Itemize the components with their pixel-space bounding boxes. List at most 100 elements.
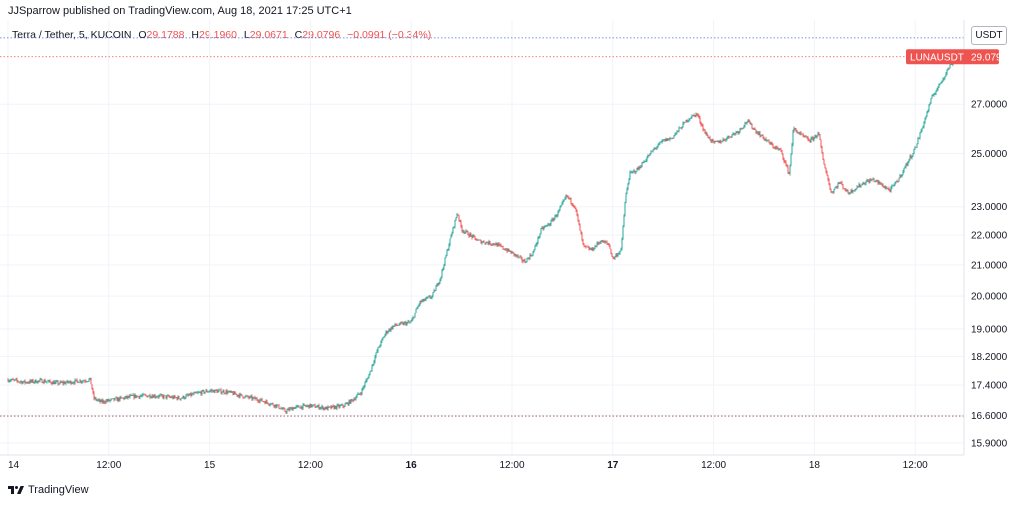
candle-body (374, 356, 376, 362)
candle-body (618, 253, 620, 255)
price-tick-label: 21.0000 (971, 260, 1008, 271)
candle-body (589, 248, 591, 250)
candle-body (367, 378, 369, 379)
candle-body (10, 379, 12, 381)
candle-body (690, 118, 692, 119)
candle-body (7, 379, 9, 382)
candle-body (580, 230, 582, 234)
candle-body (411, 319, 413, 322)
candle-body (224, 393, 226, 394)
candle-body (598, 242, 600, 244)
candle-body (109, 400, 111, 401)
candle-body (487, 242, 489, 244)
candle-body (25, 382, 27, 383)
candle-body (658, 142, 660, 146)
candle-body (326, 406, 328, 410)
candle-body (722, 139, 724, 142)
candle-body (166, 395, 168, 399)
candle-body (463, 231, 465, 233)
candle-body (281, 408, 283, 410)
candle-body (106, 400, 108, 402)
candle-body (810, 138, 812, 142)
candle-body (851, 189, 853, 193)
currency-selector-button[interactable]: USDT (971, 26, 1007, 45)
candle-body (51, 383, 53, 385)
candle-body (582, 239, 584, 244)
candle-body (626, 188, 628, 195)
candle-body (57, 381, 59, 385)
candle-body (135, 394, 137, 398)
candle-body (141, 395, 143, 397)
candle-body (89, 377, 91, 380)
candle-body (614, 256, 616, 259)
candle-body (199, 392, 201, 393)
candle-body (946, 69, 948, 74)
candle-body (579, 224, 581, 231)
candle-body (478, 239, 480, 241)
candle-body (176, 397, 178, 400)
candle-body (696, 113, 698, 115)
candle-body (233, 391, 235, 395)
candle-body (820, 139, 822, 148)
candle-body (309, 403, 311, 408)
candle-body (108, 399, 110, 401)
candle-body (351, 399, 353, 400)
candle-body (852, 190, 854, 193)
candle-body (902, 171, 904, 175)
candle-body (117, 397, 119, 401)
candle-body (824, 164, 826, 169)
candle-body (413, 317, 415, 318)
candle-body (134, 394, 136, 398)
candle-body (264, 401, 266, 404)
candle-body (606, 242, 608, 244)
candle-body (498, 243, 500, 245)
candle-body (666, 138, 668, 141)
candle-body (220, 389, 222, 394)
candle-body (674, 134, 676, 136)
candle-body (371, 365, 373, 371)
candle-body (304, 404, 306, 406)
price-chart[interactable]: 27.0000 25.0000 23.0000 22.0000 21.0000 20.00… (0, 20, 1024, 480)
candle-body (659, 142, 661, 143)
candle-body (523, 260, 525, 262)
candle-body (500, 245, 502, 247)
candle-body (542, 227, 544, 229)
candle-body (630, 172, 632, 173)
candle-body (297, 405, 299, 407)
candle-body (672, 137, 674, 139)
candle-body (218, 390, 220, 391)
candle-body (258, 401, 260, 402)
candle-body (300, 406, 302, 409)
candle-body (947, 69, 949, 70)
candle-body (227, 391, 229, 394)
candle-body (791, 144, 793, 155)
candle-body (440, 276, 442, 280)
candle-body (698, 116, 700, 118)
candle-body (876, 180, 878, 181)
candle-body (573, 206, 575, 207)
candle-body (764, 138, 766, 140)
candle-body (446, 250, 448, 256)
candle-body (99, 399, 101, 402)
candle-body (499, 244, 501, 246)
time-axis[interactable]: 14 12:00 15 12:00 16 12:00 17 12:00 18 12:00 (8, 460, 928, 471)
candle-body (341, 404, 343, 406)
candle-body (145, 394, 147, 396)
candle-body (527, 258, 529, 259)
candle-body (590, 248, 592, 250)
candle-body (19, 381, 21, 383)
candle-body (173, 395, 175, 399)
candle-body (673, 135, 675, 138)
candle-body (105, 400, 107, 403)
candle-body (657, 145, 659, 147)
candle-body (677, 130, 679, 132)
candle-body (798, 132, 800, 134)
candle-body (561, 202, 563, 206)
candle-body (825, 168, 827, 172)
candle-body (806, 136, 808, 138)
candle-body (846, 189, 848, 192)
candle-body (887, 188, 889, 189)
candle-body (472, 235, 474, 238)
candle-body (34, 379, 36, 383)
price-axis[interactable]: 27.0000 25.0000 23.0000 22.0000 21.0000 20.00… (971, 100, 1008, 450)
